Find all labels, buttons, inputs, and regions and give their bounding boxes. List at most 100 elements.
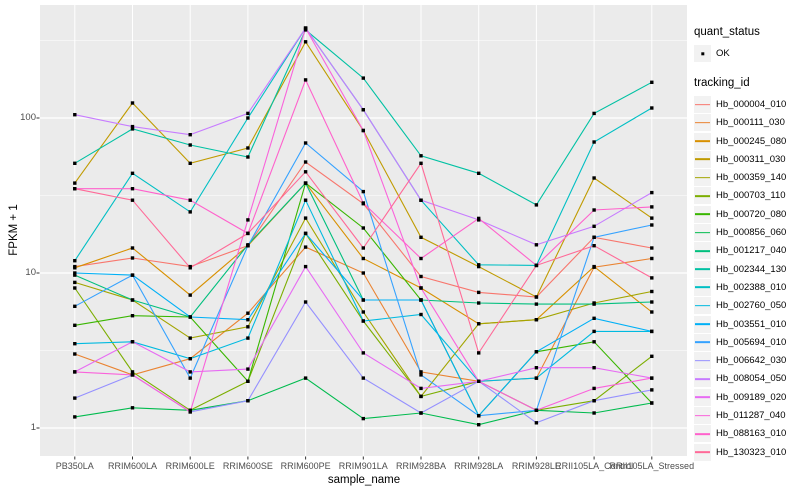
data-point xyxy=(246,379,250,383)
data-point xyxy=(188,210,192,214)
data-point xyxy=(592,208,596,212)
legend-entry: Hb_002760_050 xyxy=(694,297,800,315)
data-point xyxy=(477,414,481,418)
legend-section-tracking-id: tracking_id Hb_000004_010 Hb_000111_030 Hb… xyxy=(694,77,800,461)
legend-key-point-icon xyxy=(694,45,711,62)
data-point xyxy=(477,301,481,305)
data-point xyxy=(592,111,596,116)
x-tick-label: RRIM600LE xyxy=(165,461,215,471)
legend-key-line-icon xyxy=(694,388,711,406)
legend-label: Hb_011287_040 xyxy=(716,410,786,422)
data-point xyxy=(361,256,365,261)
legend-entry: Hb_000856_060 xyxy=(694,224,800,242)
data-point xyxy=(303,216,308,220)
legend-line-swatch xyxy=(695,304,710,307)
legend-line-swatch xyxy=(695,414,710,417)
legend-key-line-icon xyxy=(694,96,711,113)
data-point xyxy=(592,176,596,180)
legend-label: Hb_000311_030 xyxy=(716,153,786,165)
data-point xyxy=(650,388,654,392)
legend-line-swatch xyxy=(695,140,710,142)
legend-key-line-icon xyxy=(694,224,711,242)
data-point xyxy=(73,181,77,185)
data-point xyxy=(361,108,365,112)
x-tick-label: RRIM901LA xyxy=(338,461,388,471)
data-point xyxy=(419,411,423,415)
data-point xyxy=(130,314,135,318)
legend-entry: Hb_000720_080 xyxy=(694,205,800,223)
data-point xyxy=(246,311,250,315)
data-point xyxy=(650,310,654,314)
data-point xyxy=(419,370,423,374)
legend-line-swatch xyxy=(695,433,710,435)
legend-label: Hb_130323_010 xyxy=(716,446,787,458)
legend-label: Hb_008054_050 xyxy=(716,373,787,385)
data-point xyxy=(188,370,192,374)
data-point xyxy=(477,216,481,221)
legend-label: Hb_000359_140 xyxy=(716,172,787,184)
x-tick-label: RRII105LA_Control xyxy=(555,461,634,471)
data-point xyxy=(73,271,77,275)
data-point xyxy=(303,78,308,82)
data-point xyxy=(477,423,481,427)
data-point xyxy=(73,396,77,400)
data-point xyxy=(188,143,192,147)
data-point xyxy=(650,216,654,220)
data-point xyxy=(303,26,308,30)
legend-line-swatch xyxy=(695,213,710,216)
data-point xyxy=(188,266,192,270)
data-point xyxy=(650,106,654,110)
legend-line-swatch xyxy=(695,158,710,161)
legend-key-line-icon xyxy=(694,297,711,315)
legend-label: Hb_002388_010 xyxy=(716,281,787,293)
data-point xyxy=(130,171,135,175)
data-point xyxy=(534,203,539,207)
data-point xyxy=(246,336,250,340)
data-point xyxy=(361,298,365,302)
legend-key-line-icon xyxy=(694,169,711,187)
legend-key-line-icon xyxy=(694,150,711,168)
data-point xyxy=(73,259,77,263)
data-point xyxy=(361,201,365,205)
data-point xyxy=(477,379,481,383)
data-point xyxy=(130,373,135,377)
x-tick-label: RRII105LA_Stressed xyxy=(609,461,695,471)
legend-entry: Hb_009189_020 xyxy=(694,388,800,406)
data-point xyxy=(73,280,77,285)
legend-label: Hb_000004_010 xyxy=(716,99,787,110)
data-point xyxy=(130,127,135,131)
data-point xyxy=(303,231,308,236)
x-axis-title: sample_name xyxy=(327,474,401,486)
legend-label: Hb_009189_020 xyxy=(716,391,787,403)
legend-entry: Hb_001217_040 xyxy=(694,242,800,260)
legend-label: Hb_000111_030 xyxy=(716,117,785,129)
legend-label: Hb_003551_010 xyxy=(716,318,787,330)
data-point xyxy=(130,246,135,250)
legend-entry: Hb_088163_010 xyxy=(694,425,800,443)
legend-entry-quant-status: OK xyxy=(694,45,800,62)
data-point xyxy=(592,244,596,248)
data-point xyxy=(650,401,654,405)
data-point xyxy=(188,336,192,340)
legend-items-quant-status: OK xyxy=(694,45,800,62)
data-point xyxy=(534,318,539,322)
data-point xyxy=(592,366,596,370)
data-point xyxy=(650,246,654,250)
black-point-icon xyxy=(700,51,705,56)
legend-line-swatch xyxy=(695,250,710,252)
data-point xyxy=(419,298,423,302)
data-point xyxy=(303,170,308,174)
data-point xyxy=(650,276,654,280)
legend-label: Hb_000720_080 xyxy=(716,208,787,220)
legend-label: Hb_088163_010 xyxy=(716,428,787,440)
legend-label: Hb_000856_060 xyxy=(716,227,787,239)
data-point xyxy=(130,124,135,129)
data-point xyxy=(419,256,423,261)
legend-key-line-icon xyxy=(694,205,711,223)
data-point xyxy=(361,128,365,133)
legend-label: Hb_001217_040 xyxy=(716,245,787,257)
legend-key-line-icon xyxy=(694,242,711,260)
data-point xyxy=(534,302,539,306)
data-point xyxy=(361,271,365,275)
data-point xyxy=(188,133,192,137)
